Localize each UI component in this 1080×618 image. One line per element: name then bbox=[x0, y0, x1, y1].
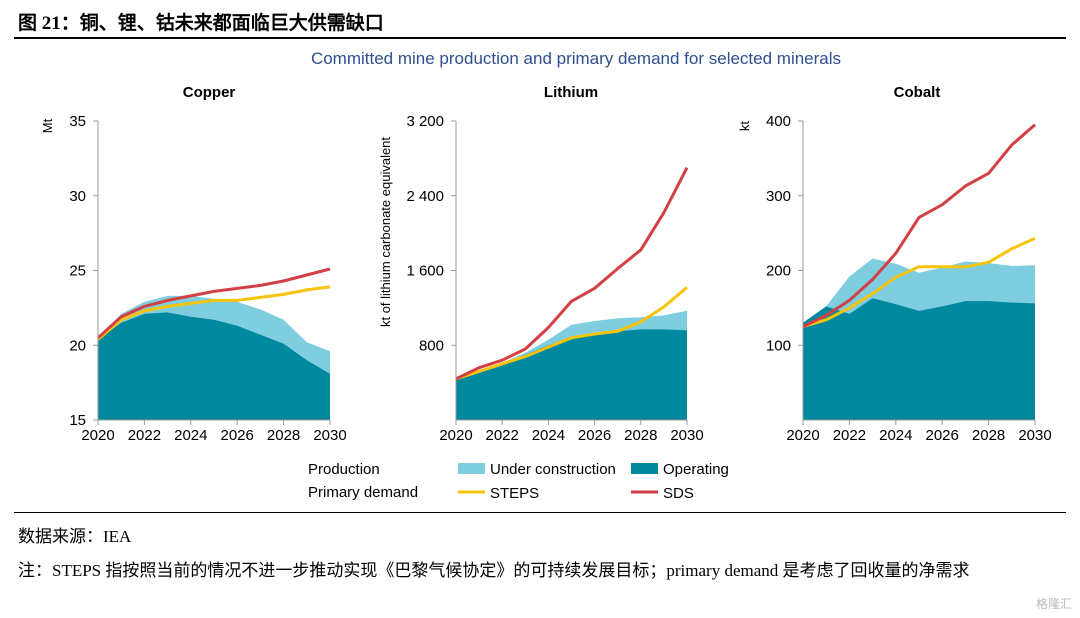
cobalt-operating-area bbox=[803, 298, 1035, 420]
cobalt-x-tick-label: 2024 bbox=[879, 427, 912, 444]
cobalt-x-tick-label: 2028 bbox=[972, 427, 1005, 444]
source-text: 数据来源：IEA bbox=[18, 527, 132, 546]
bottom-rule bbox=[14, 512, 1066, 513]
legend-under-construction: Under construction bbox=[490, 461, 616, 478]
cobalt-x-tick-label: 2022 bbox=[833, 427, 866, 444]
copper-x-tick-label: 2024 bbox=[174, 427, 207, 444]
lithium-x-tick-label: 2022 bbox=[486, 427, 519, 444]
legend-operating-swatch bbox=[631, 463, 658, 474]
figure-title: 图 21：铜、锂、钴未来都面临巨大供需缺口 bbox=[18, 13, 384, 34]
cobalt-y-tick-label: 300 bbox=[766, 188, 791, 205]
cobalt-y-tick-label: 400 bbox=[766, 113, 791, 130]
cobalt-x-tick-label: 2026 bbox=[926, 427, 959, 444]
legend-sds: SDS bbox=[663, 485, 694, 502]
lithium-y-tick-label: 800 bbox=[419, 337, 444, 354]
copper-panel: Copper Mt 15 20 25 30 35 2020 2022 2024 2026 2028… bbox=[40, 84, 347, 444]
lithium-x-tick-label: 2028 bbox=[624, 427, 657, 444]
copper-ylabel: Mt bbox=[40, 118, 55, 133]
cobalt-x-tick-label: 2030 bbox=[1018, 427, 1051, 444]
copper-x-tick-label: 2026 bbox=[221, 427, 254, 444]
copper-y-tick-label: 25 bbox=[69, 263, 86, 280]
note-text: 注：STEPS 指按照当前的情况不进一步推动实现《巴黎气候协定》的可持续发展目标… bbox=[18, 561, 970, 580]
cobalt-sds-line bbox=[802, 123, 1036, 328]
lithium-x-tick-label: 2026 bbox=[578, 427, 611, 444]
lithium-ylabel: kt of lithium carbonate equivalent bbox=[378, 137, 393, 327]
copper-y-tick-label: 35 bbox=[69, 113, 86, 130]
copper-y-tick-label: 30 bbox=[69, 188, 86, 205]
cobalt-y-tick-label: 100 bbox=[766, 337, 791, 354]
copper-title: Copper bbox=[183, 84, 236, 101]
copper-x-tick-label: 2030 bbox=[313, 427, 346, 444]
lithium-x-tick-label: 2030 bbox=[670, 427, 703, 444]
cobalt-ylabel: kt bbox=[737, 121, 752, 132]
lithium-steps-line bbox=[455, 286, 688, 381]
lithium-y-tick-label: 2 400 bbox=[406, 188, 444, 205]
chart-main-title: Committed mine production and primary de… bbox=[311, 49, 841, 68]
copper-y-tick-label: 15 bbox=[69, 412, 86, 429]
lithium-sds-line bbox=[455, 167, 689, 381]
lithium-x-tick-label: 2020 bbox=[439, 427, 472, 444]
copper-x-tick-label: 2028 bbox=[267, 427, 300, 444]
copper-sds-line bbox=[96, 267, 331, 339]
top-rule bbox=[14, 37, 1066, 39]
legend-operating: Operating bbox=[663, 461, 729, 478]
copper-y-tick-label: 20 bbox=[69, 337, 86, 354]
lithium-title: Lithium bbox=[544, 84, 598, 101]
copper-x-tick-label: 2020 bbox=[81, 427, 114, 444]
legend-under-construction-swatch bbox=[458, 463, 485, 474]
lithium-y-tick-label: 3 200 bbox=[406, 113, 444, 130]
lithium-y-tick-label: 1 600 bbox=[406, 263, 444, 280]
lithium-operating-area bbox=[456, 329, 687, 420]
cobalt-panel: Cobalt kt 100 200 300 400 2020 2022 2024 2026 20… bbox=[737, 84, 1052, 444]
watermark: 格隆汇 bbox=[1035, 597, 1072, 611]
cobalt-y-tick-label: 200 bbox=[766, 263, 791, 280]
lithium-x-tick-label: 2024 bbox=[532, 427, 565, 444]
legend-primary-demand-label: Primary demand bbox=[308, 484, 418, 501]
cobalt-x-tick-label: 2020 bbox=[786, 427, 819, 444]
cobalt-steps-line bbox=[802, 237, 1036, 329]
legend: Production Primary demand Under construc… bbox=[308, 461, 729, 502]
copper-x-tick-label: 2022 bbox=[128, 427, 161, 444]
cobalt-title: Cobalt bbox=[894, 84, 941, 101]
copper-steps-line bbox=[97, 285, 331, 341]
lithium-panel: Lithium kt of lithium carbonate equivale… bbox=[378, 84, 704, 444]
legend-production-label: Production bbox=[308, 461, 380, 478]
copper-operating-area bbox=[98, 312, 330, 420]
legend-steps: STEPS bbox=[490, 485, 539, 502]
